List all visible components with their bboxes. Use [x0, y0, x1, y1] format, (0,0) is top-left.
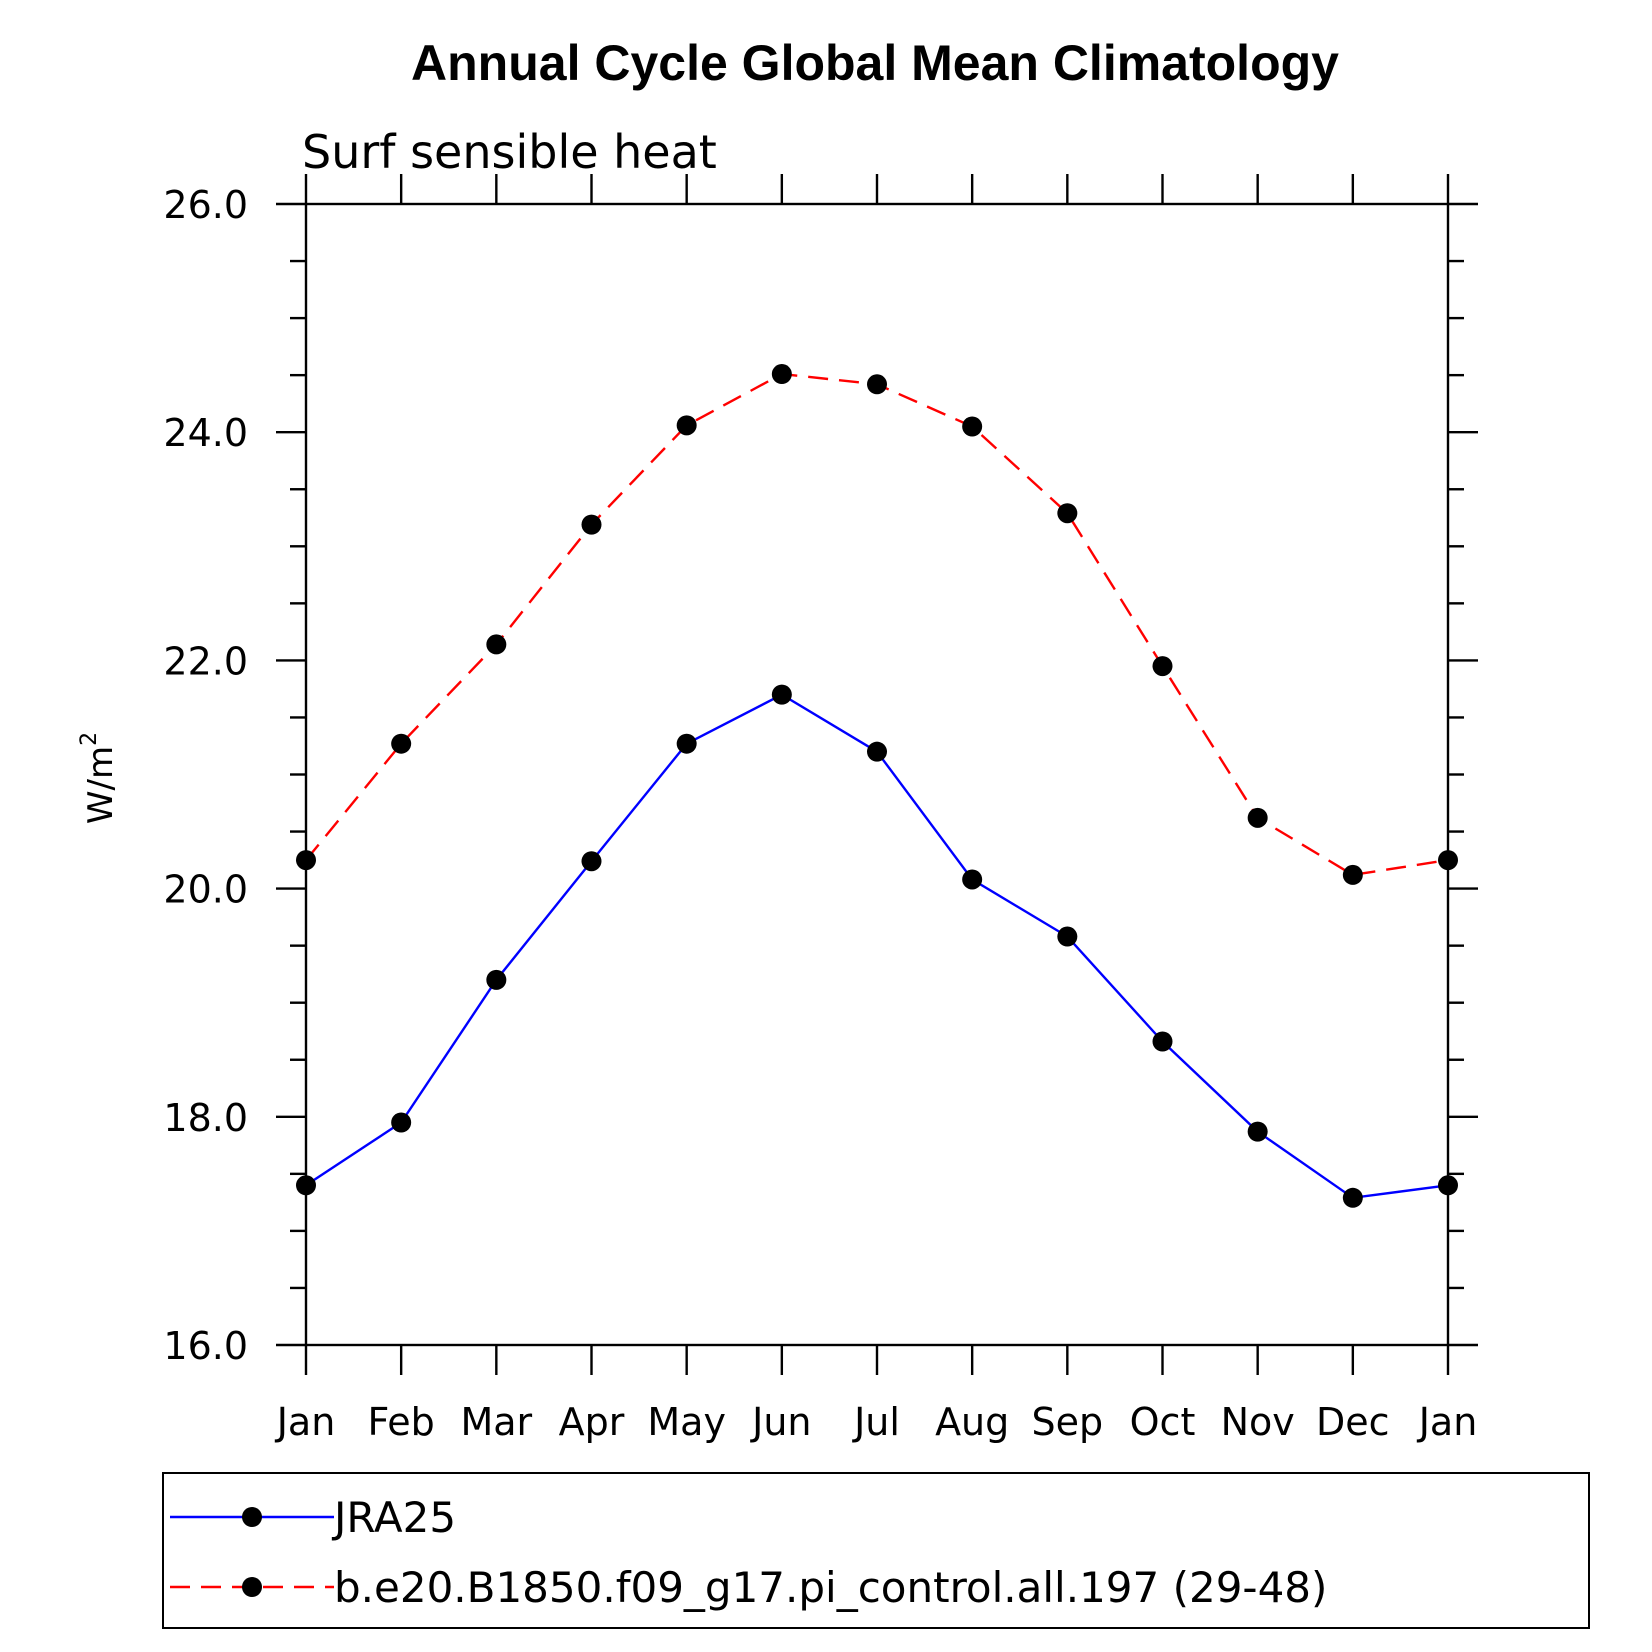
legend-marker-model	[242, 1577, 262, 1597]
series-line-0	[305, 693, 1449, 1200]
series-0-point	[1057, 926, 1078, 947]
x-tick-label: Jan	[275, 1400, 336, 1444]
y-tick-label: 20.0	[163, 868, 248, 912]
x-tick-label: Jul	[852, 1400, 900, 1444]
legend-box	[162, 1472, 1590, 1629]
y-tick-label: 24.0	[163, 411, 248, 455]
series-0-point	[771, 684, 792, 705]
series-1-point	[581, 514, 602, 535]
series-1-point	[1057, 503, 1078, 524]
series-layer	[296, 364, 1458, 1208]
chart-subtitle: Surf sensible heat	[302, 125, 717, 179]
x-tick-label: Feb	[368, 1400, 435, 1444]
y-axis-label-superscript: 2	[77, 732, 102, 746]
series-1-point	[676, 415, 697, 436]
x-tick-label: Dec	[1316, 1400, 1390, 1444]
series-0-point	[486, 969, 507, 990]
x-tick-label: Nov	[1221, 1400, 1295, 1444]
series-0-point	[676, 733, 697, 754]
x-tick-label: May	[647, 1400, 726, 1444]
x-tick-label: Mar	[460, 1400, 532, 1444]
series-0-point	[581, 851, 602, 872]
series-0-point	[296, 1175, 316, 1196]
series-0-point	[1342, 1187, 1363, 1208]
y-tick-label: 22.0	[163, 639, 248, 683]
x-tick-label: Sep	[1032, 1400, 1104, 1444]
series-1-point	[867, 374, 887, 395]
series-line-1	[305, 372, 1449, 877]
series-0-point	[962, 869, 983, 890]
series-0-point	[1152, 1031, 1173, 1052]
x-tick-label: Oct	[1130, 1400, 1196, 1444]
legend-label-model: b.e20.B1850.f09_g17.pi_control.all.197 (…	[334, 1563, 1327, 1612]
chart-title: Annual Cycle Global Mean Climatology	[411, 35, 1339, 91]
series-0-point	[1438, 1175, 1458, 1196]
series-1-point	[962, 416, 983, 437]
x-tick-label: Jun	[750, 1400, 811, 1444]
series-0-point	[391, 1112, 412, 1133]
y-tick-label: 26.0	[163, 183, 248, 227]
series-1-point	[1342, 864, 1363, 885]
y-tick-label: 18.0	[163, 1096, 248, 1140]
x-tick-label: Apr	[559, 1400, 625, 1444]
y-axis-label-text: W/m	[81, 746, 121, 824]
series-1-point	[1247, 807, 1268, 828]
series-1-point	[296, 850, 316, 871]
legend-label-jra25: JRA25	[331, 1493, 456, 1542]
series-1-point	[1152, 656, 1173, 677]
y-axis-ticks: 16.0 18.0 20.0 22.0 24.0 26.0	[163, 183, 1478, 1368]
series-0-point	[1247, 1121, 1268, 1142]
series-1-point	[1438, 850, 1458, 871]
series-1-point	[771, 364, 792, 385]
x-axis-ticks: Jan Feb Mar Apr May Jun Jul Aug Sep Oct Nov Dec Jan	[275, 174, 1478, 1444]
legend: JRA25 b.e20.B1850.f09_g17.pi_control.all…	[162, 1472, 1590, 1629]
series-1-point	[486, 634, 507, 655]
series-0-point	[867, 741, 887, 762]
series-1-point	[391, 733, 412, 754]
y-axis-label: W/m2	[77, 732, 121, 824]
x-tick-label: Aug	[935, 1400, 1009, 1444]
y-tick-label: 16.0	[163, 1324, 248, 1368]
x-tick-label: Jan	[1417, 1400, 1478, 1444]
legend-marker-jra25	[242, 1507, 262, 1527]
